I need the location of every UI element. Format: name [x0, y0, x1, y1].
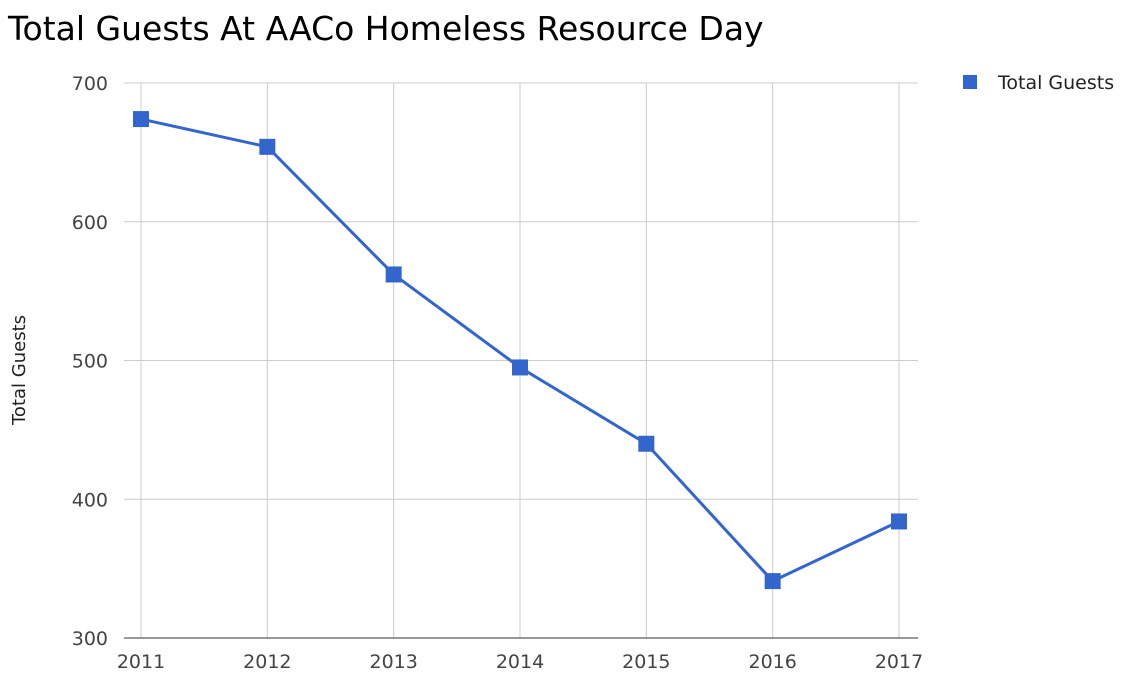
y-tick-label: 300 [72, 628, 108, 650]
x-tick-label: 2015 [622, 651, 670, 673]
data-point [891, 513, 907, 530]
data-point [385, 266, 402, 283]
y-tick-label: 400 [72, 489, 108, 511]
x-tick-label: 2013 [369, 651, 417, 673]
gridlines [124, 82, 918, 638]
x-tick-label: 2016 [748, 651, 796, 673]
legend-label: Total Guests [997, 72, 1114, 94]
x-tick-label: 2012 [243, 651, 291, 673]
data-point [133, 111, 149, 128]
chart-title: Total Guests At AACo Homeless Resource D… [7, 9, 764, 48]
y-axis-title: Total Guests [9, 315, 30, 426]
series-group [133, 111, 907, 590]
y-tick-label: 500 [72, 351, 108, 373]
x-tick-label: 2011 [117, 651, 165, 673]
x-axis: 2011 2012 2013 2014 2015 2016 2017 [117, 637, 923, 673]
y-axis: 300 400 500 600 700 [72, 73, 108, 650]
y-tick-label: 600 [72, 212, 108, 234]
legend-swatch [963, 75, 977, 89]
y-tick-label: 700 [72, 73, 108, 95]
data-point [512, 359, 528, 376]
legend: Total Guests [963, 72, 1114, 94]
data-point [764, 573, 781, 590]
x-tick-label: 2014 [496, 651, 544, 673]
x-tick-label: 2017 [875, 651, 923, 673]
data-point [259, 138, 276, 155]
data-point [638, 435, 655, 452]
